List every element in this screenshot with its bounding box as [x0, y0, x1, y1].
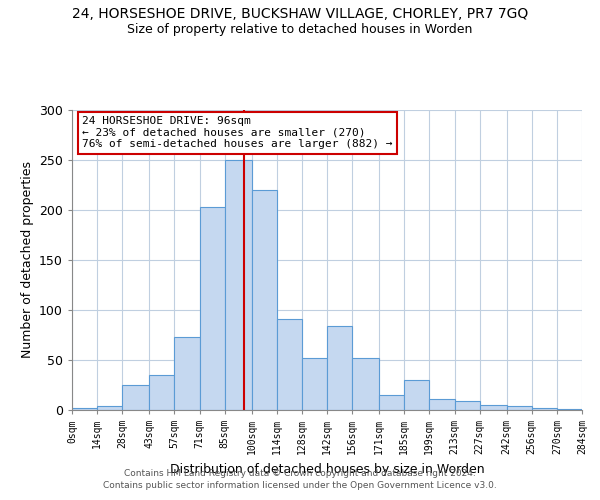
Text: Size of property relative to detached houses in Worden: Size of property relative to detached ho… — [127, 22, 473, 36]
Bar — [455, 401, 479, 410]
Bar — [224, 160, 251, 410]
Y-axis label: Number of detached properties: Number of detached properties — [20, 162, 34, 358]
Text: Contains public sector information licensed under the Open Government Licence v3: Contains public sector information licen… — [103, 481, 497, 490]
Bar — [175, 337, 199, 410]
Bar — [122, 385, 149, 410]
Bar — [506, 406, 532, 410]
Text: 24, HORSESHOE DRIVE, BUCKSHAW VILLAGE, CHORLEY, PR7 7GQ: 24, HORSESHOE DRIVE, BUCKSHAW VILLAGE, C… — [72, 8, 528, 22]
Bar — [404, 380, 430, 410]
Bar — [277, 319, 302, 410]
Text: 24 HORSESHOE DRIVE: 96sqm
← 23% of detached houses are smaller (270)
76% of semi: 24 HORSESHOE DRIVE: 96sqm ← 23% of detac… — [82, 116, 392, 149]
Bar — [352, 358, 379, 410]
X-axis label: Distribution of detached houses by size in Worden: Distribution of detached houses by size … — [170, 462, 484, 475]
Text: Contains HM Land Registry data © Crown copyright and database right 2024.: Contains HM Land Registry data © Crown c… — [124, 468, 476, 477]
Bar — [302, 358, 327, 410]
Bar — [379, 395, 404, 410]
Bar — [557, 409, 582, 410]
Bar — [97, 406, 122, 410]
Bar — [251, 190, 277, 410]
Bar — [327, 326, 352, 410]
Bar — [72, 408, 97, 410]
Bar — [199, 207, 224, 410]
Bar — [430, 399, 455, 410]
Bar — [532, 408, 557, 410]
Bar — [479, 405, 506, 410]
Bar — [149, 375, 175, 410]
